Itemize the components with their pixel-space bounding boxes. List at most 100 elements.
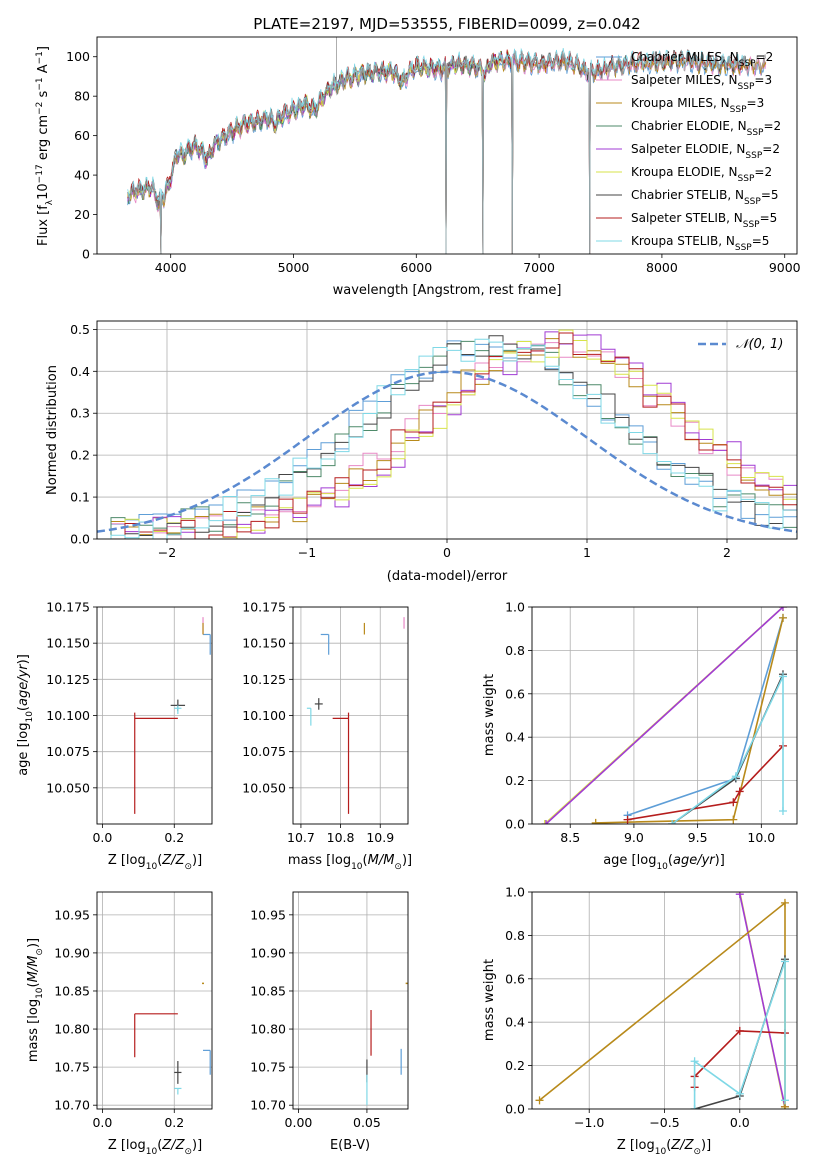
weight-marker	[542, 820, 551, 824]
x-tick-label: −1	[298, 545, 316, 560]
plot-area-age-vs-Z	[97, 607, 212, 824]
errorbar-point	[174, 705, 182, 715]
x-axis-label: wavelength [Angstrom, rest frame]	[333, 283, 562, 298]
legend-label: Salpeter ELODIE, NSSP=2	[631, 142, 780, 161]
y-axis-label: mass weight	[482, 674, 497, 756]
plot-area-residuals	[97, 321, 797, 539]
weight-line	[627, 617, 784, 817]
y-tick-label: 10.125	[242, 672, 286, 687]
plot-area-mass-vs-ebv	[293, 892, 408, 1109]
gaussian-curve	[97, 370, 797, 533]
x-tick-label: 0.2	[164, 1115, 184, 1130]
x-axis-label: mass [log10(M/M⊙)]	[288, 853, 412, 872]
weight-marker	[778, 607, 787, 611]
x-tick-label: 0.0	[730, 1115, 750, 1130]
x-axis-label: (data-model)/error	[387, 569, 508, 584]
legend-label: Chabrier ELODIE, NSSP=2	[631, 119, 781, 138]
legend: 𝒩(0, 1)	[698, 337, 783, 352]
y-tick-label: 10.80	[250, 1022, 286, 1037]
x-axis-label: E(B-V)	[330, 1138, 370, 1153]
x-tick-label: 2	[723, 545, 731, 560]
weight-line	[538, 901, 786, 1107]
y-axis-label: age [log10(age/yr)]	[16, 654, 35, 776]
y-tick-label: 10.100	[46, 708, 90, 723]
y-tick-label: 0.2	[505, 1058, 525, 1073]
y-tick-label: 0.3	[70, 406, 90, 421]
weight-line	[627, 745, 784, 821]
x-tick-label: 5000	[278, 260, 310, 275]
y-tick-label: 10.150	[242, 636, 286, 651]
legend-label: Salpeter STELIB, NSSP=5	[631, 211, 777, 230]
weight-marker	[540, 820, 549, 824]
y-tick-label: 0	[82, 247, 90, 262]
y-tick-label: 10.75	[54, 1060, 90, 1075]
x-axis-label: age [log10(age/yr)]	[603, 853, 725, 872]
weight-series	[623, 613, 787, 820]
axes-spectrum: 4000 5000 6000 7000 8000 9000 0 20 40 60 80 100 wave…	[35, 36, 801, 298]
legend-label: Chabrier STELIB, NSSP=5	[631, 188, 779, 207]
x-tick-label: 0.0	[92, 1115, 112, 1130]
x-axis-label: Z [log10(Z/Z⊙)]	[108, 853, 202, 872]
axes-age-vs-mass: 10.7 10.8 10.9 10.050 10.075 10.100 10.125 10.1…	[242, 600, 412, 873]
y-tick-label: 10.90	[54, 945, 90, 960]
x-tick-label: −2	[158, 545, 176, 560]
weight-marker	[780, 957, 789, 966]
y-tick-label: 20	[74, 207, 90, 222]
weight-marker	[731, 772, 740, 781]
axes-residuals: −2 −1 0 1 2 0.0 0.1 0.2 0.3 0.4 0.5 (data-model)/er…	[45, 320, 798, 584]
weight-marker	[668, 820, 677, 824]
axes-frame	[96, 891, 213, 1110]
axes-frame	[96, 36, 798, 255]
axes-weight-vs-Z: −1.0 −0.5 0.0 0.0 0.2 0.4 0.6 0.8 1.0 Z [log10(Z/…	[482, 885, 798, 1157]
x-tick-label: −1.0	[574, 1115, 604, 1130]
x-tick-label: 10.9	[366, 830, 394, 845]
y-tick-label: 0.2	[70, 448, 90, 463]
y-tick-label: 10.75	[250, 1060, 286, 1075]
axes-mass-vs-ebv: 0.00 0.05 10.70 10.75 10.80 10.85 10.90 10.95 E(…	[250, 891, 409, 1153]
y-tick-label: 0.4	[70, 364, 90, 379]
weight-line	[671, 673, 784, 824]
weight-marker	[735, 787, 744, 796]
y-tick-label: 40	[74, 168, 90, 183]
legend: Chabrier MILES, NSSP=2 Salpeter MILES, NS…	[596, 50, 781, 253]
x-tick-label: 0.2	[164, 830, 184, 845]
x-tick-label: 0	[443, 545, 451, 560]
histogram-step	[97, 340, 797, 539]
y-tick-label: 0.0	[505, 1102, 525, 1117]
errorbar-point	[332, 712, 350, 814]
y-tick-label: 10.95	[250, 907, 286, 922]
legend-label: Salpeter MILES, NSSP=3	[631, 73, 772, 92]
histogram-step	[97, 338, 797, 539]
y-tick-label: 0.4	[505, 1015, 525, 1030]
x-tick-label: −0.5	[649, 1115, 679, 1130]
x-tick-label: 8.5	[560, 830, 580, 845]
y-tick-label: 0.6	[505, 971, 525, 986]
x-tick-label: 9000	[769, 260, 801, 275]
y-tick-label: 10.85	[250, 983, 286, 998]
weight-marker	[778, 613, 787, 622]
x-tick-label: 4000	[155, 260, 187, 275]
weight-line	[595, 617, 784, 824]
y-tick-label: 10.90	[250, 945, 286, 960]
weight-marker	[780, 1096, 789, 1105]
errorbar-point	[174, 1061, 182, 1084]
y-tick-label: 1.0	[505, 885, 525, 900]
y-tick-label: 0.4	[505, 730, 525, 745]
weight-marker	[729, 815, 738, 824]
weight-marker	[623, 815, 632, 824]
x-tick-label: 9.5	[688, 830, 708, 845]
plot-area-age-vs-mass	[293, 607, 408, 824]
weight-marker	[735, 1026, 744, 1035]
plot-area-weight-vs-Z	[532, 892, 797, 1109]
weight-line	[545, 607, 784, 824]
y-tick-label: 10.70	[250, 1098, 286, 1113]
weight-series	[542, 607, 787, 824]
errorbar-point	[314, 698, 323, 710]
y-tick-label: 0.0	[70, 532, 90, 547]
weight-line	[739, 894, 786, 1107]
x-tick-label: 0.0	[92, 830, 112, 845]
histogram-step	[97, 332, 797, 539]
x-tick-label: 8000	[646, 260, 678, 275]
y-tick-label: 0.8	[505, 643, 525, 658]
x-tick-label: 0.05	[353, 1115, 381, 1130]
